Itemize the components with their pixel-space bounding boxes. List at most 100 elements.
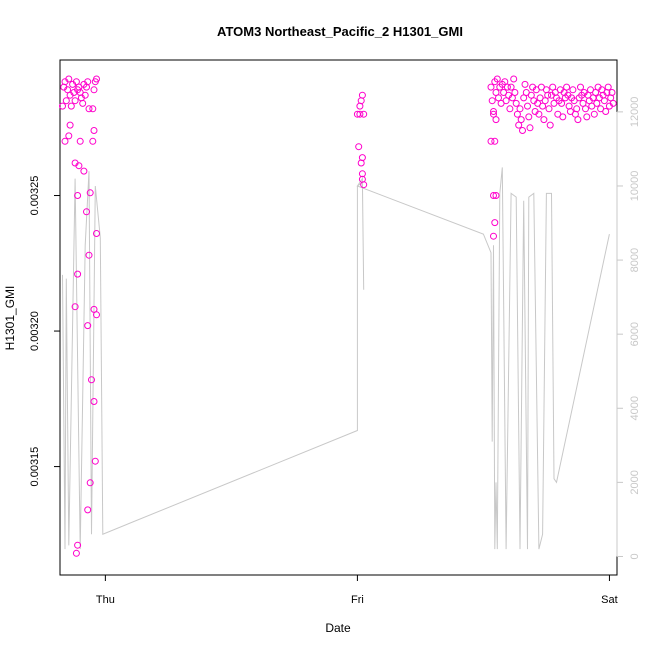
y-axis-label: H1301_GMI	[3, 286, 17, 351]
data-point	[90, 86, 98, 94]
data-point	[75, 162, 83, 170]
data-point	[487, 137, 495, 145]
data-point	[541, 97, 549, 105]
data-point	[490, 232, 497, 240]
data-point	[517, 116, 525, 124]
data-point	[358, 154, 366, 162]
data-point	[507, 83, 515, 91]
data-point	[83, 208, 90, 216]
data-point	[72, 549, 80, 557]
data-point	[93, 75, 100, 83]
data-point	[515, 121, 523, 129]
data-point	[74, 192, 82, 199]
data-point	[490, 108, 497, 115]
data-point	[90, 127, 98, 134]
data-point	[85, 105, 93, 113]
data-point	[86, 479, 94, 487]
data-point	[490, 192, 497, 199]
data-point	[487, 83, 495, 91]
data-point	[71, 97, 79, 105]
data-point	[525, 113, 533, 121]
altitude-line-layer	[62, 167, 610, 550]
y-right-tick-label: 2000	[629, 470, 641, 494]
data-point	[74, 541, 82, 549]
y-right-tick-label: 10000	[629, 171, 641, 202]
data-point	[540, 116, 548, 124]
data-point	[492, 192, 500, 199]
data-point	[520, 94, 528, 102]
data-point	[84, 322, 92, 330]
chart-title: ATOM3 Northeast_Pacific_2 H1301_GMI	[217, 24, 463, 39]
data-point	[93, 230, 100, 237]
data-point	[358, 91, 366, 99]
data-point	[89, 105, 97, 113]
data-point	[65, 132, 73, 140]
data-point	[546, 121, 554, 129]
y-right-tick-label: 8000	[629, 248, 641, 272]
data-point	[356, 102, 364, 110]
data-point	[516, 105, 524, 113]
data-point	[503, 83, 511, 91]
data-point	[519, 127, 526, 134]
data-point	[502, 97, 510, 105]
y-tick-label: 0.00325	[29, 176, 41, 216]
y-right-tick-label: 12000	[629, 97, 641, 128]
data-point	[84, 78, 92, 86]
data-point	[85, 251, 93, 259]
data-point	[493, 75, 501, 83]
data-point	[71, 303, 79, 311]
data-point	[59, 102, 66, 110]
data-point	[488, 97, 496, 105]
data-point	[495, 94, 502, 102]
data-point	[590, 110, 598, 118]
altitude-line	[62, 167, 610, 550]
data-point	[360, 110, 368, 118]
x-axis: Thu Fri Sat	[96, 574, 618, 606]
x-axis-label: Date	[325, 621, 351, 635]
data-point	[569, 86, 577, 94]
data-point	[91, 457, 99, 465]
data-point	[511, 89, 519, 96]
data-point	[492, 116, 500, 124]
data-point	[609, 99, 617, 107]
data-point	[536, 94, 544, 102]
data-point	[510, 75, 518, 83]
data-point	[513, 110, 521, 118]
data-point	[81, 91, 89, 99]
data-point	[358, 175, 366, 183]
data-point	[526, 124, 534, 132]
data-point	[62, 97, 70, 105]
data-point	[521, 80, 529, 88]
y-axis: 0.00315 0.00320 0.00325	[29, 176, 61, 487]
x-tick-label: Fri	[351, 594, 364, 606]
y-right-tick-label: 6000	[629, 322, 641, 346]
data-point	[80, 167, 88, 175]
data-point	[602, 108, 610, 115]
y-axis-right: 0 2000 4000 6000 8000 10000 12000	[616, 97, 641, 560]
data-point	[356, 110, 364, 118]
data-point	[93, 311, 100, 319]
data-point	[89, 137, 97, 145]
data-point	[88, 376, 95, 384]
data-point	[593, 99, 601, 107]
y-right-tick-label: 4000	[629, 396, 641, 420]
data-point	[506, 105, 514, 113]
data-point	[558, 99, 566, 107]
data-point	[512, 99, 520, 107]
data-point	[67, 102, 75, 110]
data-point	[583, 113, 591, 121]
data-point	[84, 506, 92, 514]
y-tick-label: 0.00315	[29, 447, 41, 487]
data-point	[61, 137, 69, 145]
data-point	[604, 83, 612, 91]
data-point	[535, 110, 543, 118]
data-point	[65, 75, 73, 83]
data-point	[549, 83, 557, 91]
data-point	[539, 102, 547, 110]
x-tick-label: Thu	[96, 594, 115, 606]
data-point	[524, 102, 531, 110]
data-point	[501, 78, 509, 86]
data-point	[491, 219, 499, 227]
